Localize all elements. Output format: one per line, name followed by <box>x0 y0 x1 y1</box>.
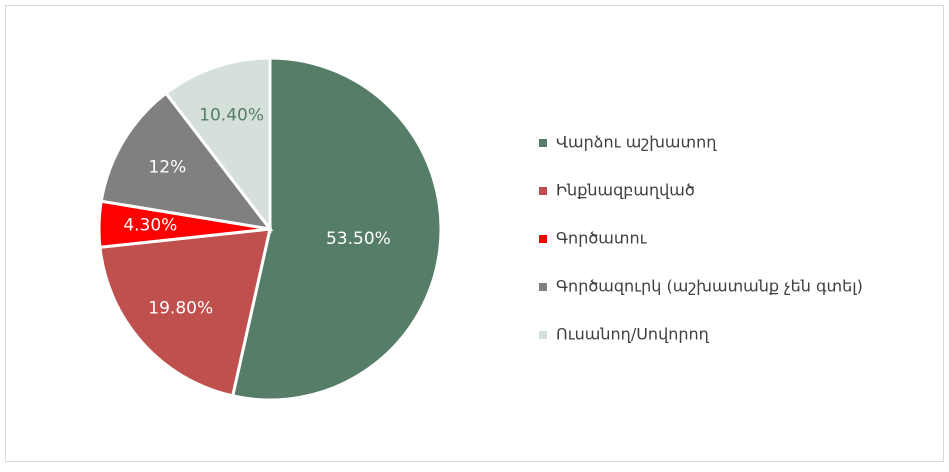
legend-label: Գործազուրկ (աշխատանք չեն գտել) <box>556 277 863 296</box>
data-label: 4.30% <box>123 216 177 236</box>
legend-swatch <box>539 187 547 195</box>
legend-label: Գործատու <box>556 229 648 248</box>
pie-slice <box>230 56 443 402</box>
pie-slice <box>99 91 274 232</box>
legend-label: Ուսանող/Սովորող <box>556 325 710 344</box>
legend-label: Ինքնազբաղված <box>556 181 695 200</box>
legend-swatch <box>539 139 547 147</box>
pie-slice <box>163 56 272 234</box>
data-label: 19.80% <box>148 299 213 319</box>
data-label: 12% <box>148 157 186 177</box>
data-label: 10.40% <box>199 106 264 126</box>
legend-label: Վարձու աշխատող <box>556 133 717 152</box>
legend-swatch <box>539 283 547 291</box>
legend-swatch <box>539 235 547 243</box>
pie-slice <box>98 227 272 398</box>
data-label: 53.50% <box>326 229 391 249</box>
legend-swatch <box>539 331 547 339</box>
